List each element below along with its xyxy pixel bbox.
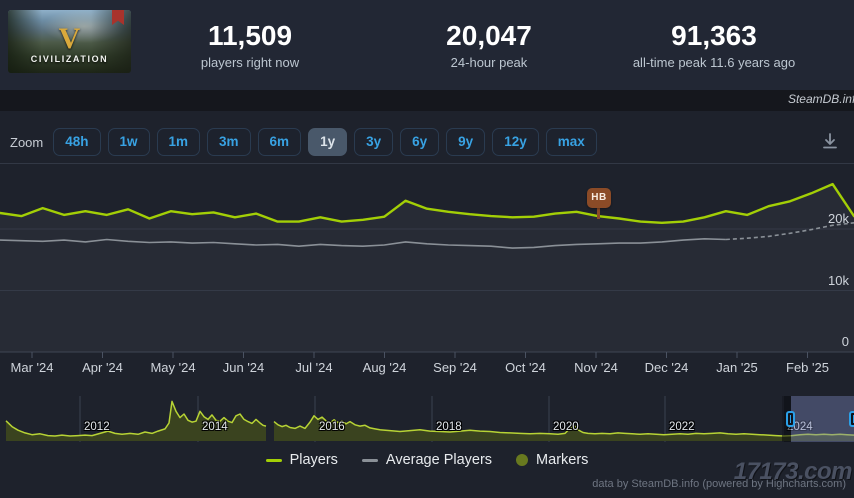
zoom-toolbar: Zoom 48h 1w 1m 3m 6m 1y 3y 6y 9y 12y max (10, 127, 842, 157)
download-icon (823, 132, 837, 148)
capsule-roman-numeral: V (58, 22, 81, 55)
chart-legend: Players Average Players Markers (0, 452, 854, 468)
x-axis-label: Aug '24 (362, 360, 407, 375)
x-axis-label: Dec '24 (644, 360, 689, 375)
navigator-handle-right[interactable] (849, 411, 854, 427)
x-axis-label: Mar '24 (10, 360, 54, 375)
zoom-range-1m[interactable]: 1m (156, 128, 201, 156)
x-axis-label: Jul '24 (295, 360, 333, 375)
zoom-range-12y[interactable]: 12y (492, 128, 539, 156)
chart-credits: data by SteamDB.info (powered by Highcha… (592, 478, 846, 490)
steamdb-brand-text: SteamDB.info (787, 92, 854, 106)
y-axis-label: 10k (828, 272, 849, 288)
zoom-range-1w[interactable]: 1w (107, 128, 150, 156)
stat-alltime-peak: 91,363 all-time peak 11.6 years ago (632, 20, 796, 70)
capsule-art-shading (8, 10, 42, 73)
event-marker-hb[interactable]: HB (587, 188, 611, 208)
legend-item-average-players[interactable]: Average Players (361, 452, 493, 468)
stat-current-players: 11,509 players right now (200, 20, 300, 70)
x-axis-label: May '24 (150, 360, 196, 375)
x-axis-label: Apr '24 (82, 360, 123, 375)
navigator-year-label: 2022 (669, 421, 695, 433)
capsule-art-shading (91, 10, 131, 73)
navigator-selection[interactable] (791, 396, 854, 442)
legend-label: Markers (536, 452, 589, 468)
zoom-range-1y[interactable]: 1y (308, 128, 348, 156)
legend-swatch (516, 454, 529, 466)
legend-label: Players (289, 452, 338, 468)
steamdb-brand-bar: SteamDB.info (0, 90, 854, 111)
zoom-range-max[interactable]: max (545, 128, 597, 156)
event-marker-stem (597, 207, 600, 219)
zoom-range-6m[interactable]: 6m (257, 128, 302, 156)
zoom-range-buttons: 48h 1w 1m 3m 6m 1y 3y 6y 9y 12y max (53, 128, 597, 156)
current-players-value: 11,509 (207, 20, 293, 51)
download-chart-button[interactable] (818, 129, 842, 156)
17173-watermark: 17173.com (733, 458, 853, 485)
legend-swatch (265, 458, 282, 462)
y-axis-label: 0 (841, 334, 849, 349)
x-axis-label: Jun '24 (222, 360, 265, 375)
navigator-chart[interactable] (0, 396, 854, 442)
navigator-year-label: 2016 (319, 421, 345, 433)
game-capsule[interactable]: V CIVILIZATION (8, 10, 131, 73)
zoom-label: Zoom (10, 134, 44, 150)
x-axis-label: Oct '24 (505, 360, 546, 375)
stat-24h-peak: 20,047 24-hour peak (446, 20, 532, 70)
legend-swatch (361, 458, 378, 462)
x-axis-labels: Mar '24 Apr '24 May '24 Jun '24 Jul '24 Aug '… (0, 360, 854, 376)
navigator-year-label: 2012 (84, 421, 110, 433)
red-flag-decoration (112, 10, 124, 25)
navigator-handle-left[interactable] (786, 411, 795, 427)
zoom-range-3y[interactable]: 3y (354, 128, 394, 156)
legend-item-markers[interactable]: Markers (516, 452, 588, 468)
y-axis-label: 20k (828, 211, 849, 226)
zoom-range-48h[interactable]: 48h (53, 128, 101, 156)
zoom-range-6y[interactable]: 6y (400, 128, 440, 156)
x-axis-label: Feb '25 (786, 360, 829, 375)
x-axis-label: Nov '24 (574, 360, 618, 375)
alltime-peak-value: 91,363 (671, 20, 757, 51)
x-axis-label: Sep '24 (433, 360, 477, 375)
navigator-year-label: 2014 (202, 421, 228, 433)
navigator-year-label: 2020 (553, 421, 579, 433)
capsule-title: CIVILIZATION (30, 54, 109, 64)
peak-24h-value: 20,047 (446, 20, 532, 51)
legend-label: Average Players (385, 452, 493, 468)
current-players-label: players right now (200, 54, 300, 70)
legend-item-players[interactable]: Players (265, 452, 338, 468)
peak-24h-label: 24-hour peak (450, 54, 528, 70)
x-axis-label: Jan '25 (716, 360, 758, 375)
main-chart-plot[interactable] (0, 164, 854, 364)
toolbar-divider (0, 163, 854, 164)
zoom-range-3m[interactable]: 3m (207, 128, 251, 156)
header: V CIVILIZATION 11,509 players right now … (0, 0, 854, 90)
navigator-year-label: 2018 (436, 421, 462, 433)
zoom-range-9y[interactable]: 9y (446, 128, 486, 156)
alltime-peak-label: all-time peak 11.6 years ago (632, 54, 796, 70)
